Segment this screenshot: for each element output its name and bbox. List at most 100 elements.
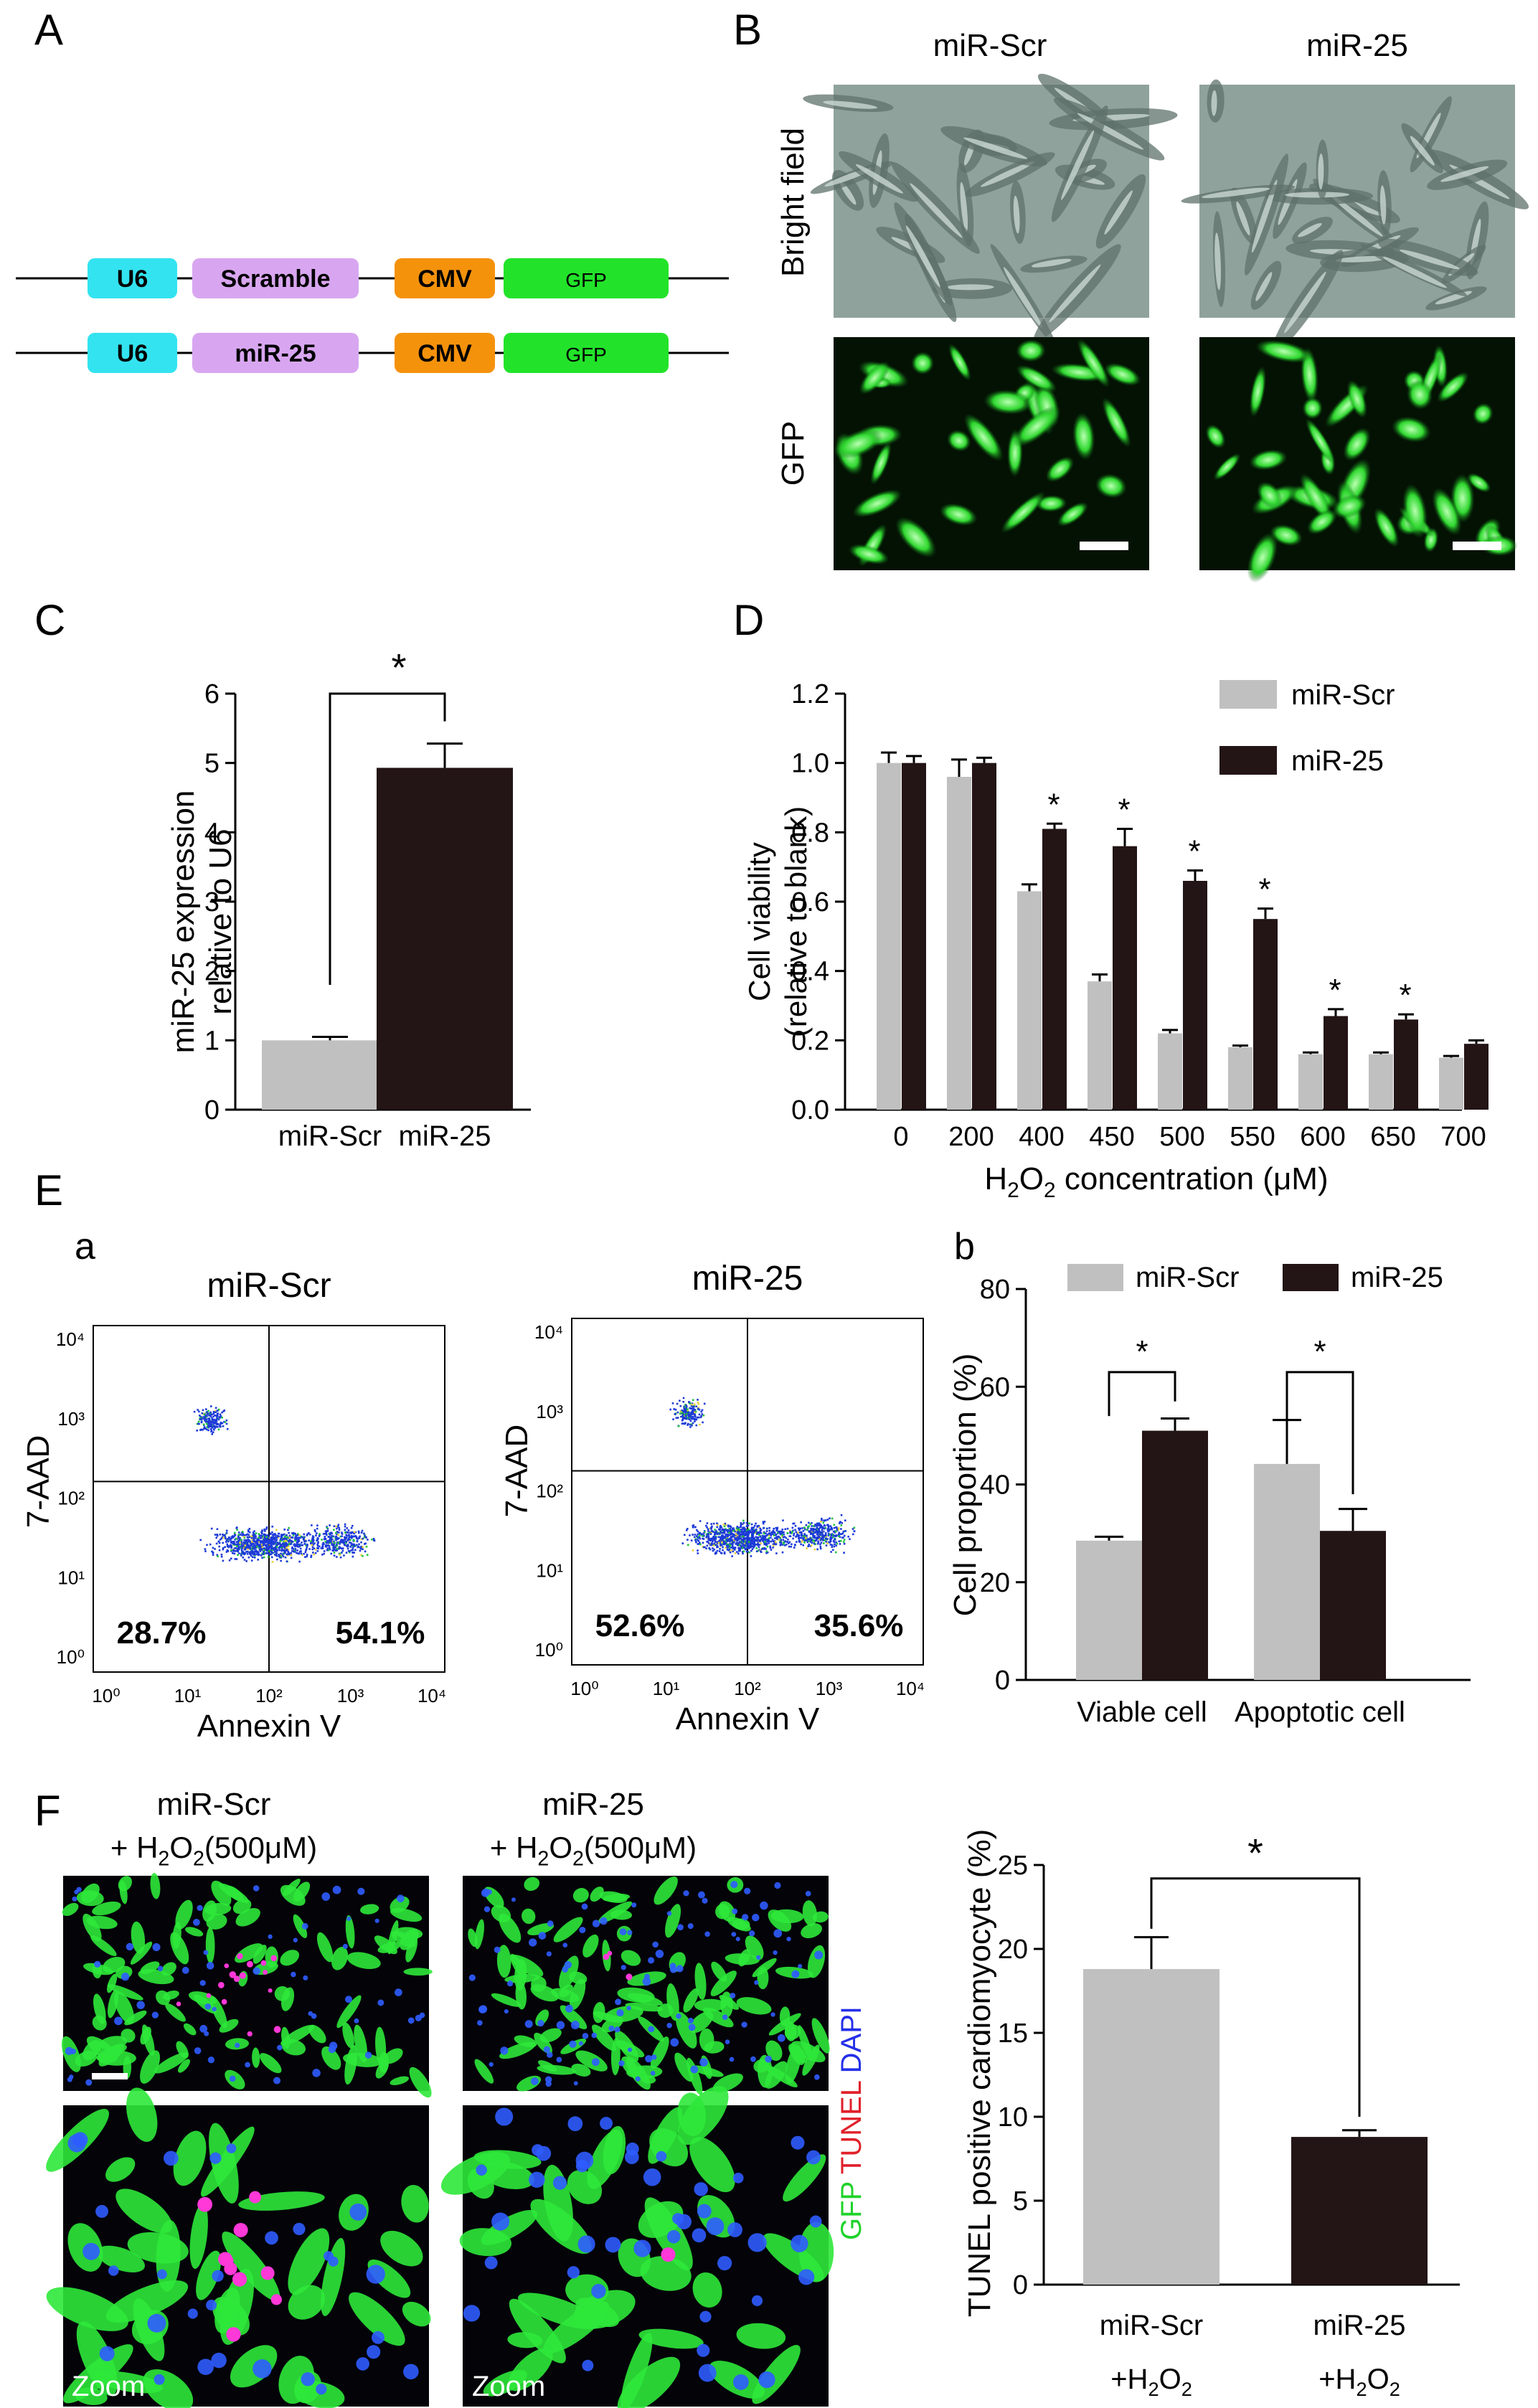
- chart-e-cell-proportion: 0 20 40 60 80 * Viable cell * Apoptotic cell Cell…: [948, 1262, 1471, 1728]
- cell-highlight: [1440, 166, 1489, 182]
- gfp-cell: [165, 2003, 186, 2022]
- dapi-nucleus: [99, 2346, 115, 2361]
- gfp-cell: [126, 2087, 158, 2142]
- gfp-cell: [694, 1998, 727, 2012]
- chart-d-significance-star: *: [1118, 793, 1130, 828]
- gfp-cell: [105, 2157, 136, 2182]
- dapi-nucleus: [770, 2012, 775, 2017]
- panel-f-column-title: miR-25: [542, 1787, 644, 1822]
- construct-segment-label: Scramble: [220, 265, 330, 293]
- flow-y-label: 7-AAD: [499, 1425, 534, 1518]
- gfp-cell: [1249, 366, 1267, 417]
- gfp-cell: [704, 2041, 725, 2054]
- gfp-cell: [1077, 339, 1110, 388]
- dapi-nucleus: [749, 1930, 755, 1937]
- gfp-cell: [63, 2344, 133, 2404]
- dapi-nucleus: [562, 1942, 568, 1948]
- chart-f-y-tick-label: 20: [998, 1935, 1028, 1965]
- gfp-cell: [1305, 417, 1336, 465]
- gfp-cell: [911, 351, 935, 375]
- gfp-cell: [409, 2067, 432, 2098]
- chart-e-y-tick-label: 0: [995, 1666, 1010, 1696]
- scale-bar: [1453, 542, 1501, 550]
- chart-d-bar-mir-25: [1394, 1019, 1418, 1110]
- chart-c-y-label: miR-25 expression: [166, 790, 201, 1054]
- gfp-cell: [316, 1932, 334, 1963]
- chart-e-x-tick-label: Apoptotic cell: [1235, 1696, 1405, 1728]
- chart-d-bar-mir-25: [1464, 1044, 1489, 1110]
- construct-segment-label: U6: [117, 265, 148, 293]
- dapi-nucleus: [666, 1911, 672, 1916]
- chart-d-y-tick-label: 0.0: [791, 1095, 829, 1125]
- gfp-cell: [140, 2050, 161, 2084]
- gfp-cell: [1270, 524, 1303, 547]
- gfp-cell: [677, 2092, 707, 2137]
- flow-y-tick-label: 10⁴: [56, 1328, 85, 1350]
- dapi-nucleus: [311, 2013, 317, 2019]
- dapi-nucleus: [303, 1975, 308, 1980]
- cell-highlight: [1410, 136, 1435, 166]
- dapi-nucleus: [592, 1920, 600, 1927]
- gfp-cell: [344, 2045, 358, 2085]
- dapi-nucleus: [507, 1980, 514, 1987]
- panel-f-label: F: [34, 1787, 61, 1835]
- chart-d-bar-mir-scr: [1017, 891, 1042, 1110]
- dapi-nucleus: [293, 2222, 306, 2236]
- dapi-nucleus: [483, 1906, 491, 1912]
- gfp-cell: [474, 1919, 484, 1950]
- chart-d-bar-mir-scr: [1298, 1054, 1323, 1110]
- dapi-nucleus: [722, 2014, 728, 2021]
- dapi-nucleus: [732, 2374, 749, 2390]
- dapi-nucleus: [543, 2046, 550, 2053]
- chart-d-bar-mir-25: [1253, 919, 1278, 1110]
- gfp-cell: [1467, 473, 1491, 493]
- dapi-nucleus: [204, 2003, 212, 2010]
- chart-e-legend-label: miR-Scr: [1136, 1262, 1239, 1293]
- gfp-cell: [833, 428, 883, 459]
- dapi-nucleus: [484, 2256, 498, 2270]
- dapi-nucleus: [229, 2075, 236, 2082]
- gfp-cell: [510, 1955, 544, 1977]
- gfp-cell: [674, 2052, 694, 2082]
- panel-b-col-mir-25: miR-25: [1306, 28, 1408, 63]
- panel-b-row-gfp: GFP: [775, 421, 811, 486]
- dapi-nucleus: [395, 1988, 402, 1997]
- chart-f-x-tick-sub: +H2O2: [1318, 2364, 1400, 2400]
- dapi-nucleus: [82, 2242, 100, 2260]
- gfp-cell: [627, 1993, 663, 2006]
- flow-left-percent: 52.6%: [595, 1608, 685, 1643]
- dapi-nucleus: [756, 1955, 761, 1960]
- dapi-nucleus: [676, 2013, 681, 2019]
- gfp-cell: [601, 2016, 623, 2033]
- gfp-cell: [173, 2130, 207, 2186]
- dapi-nucleus: [573, 2081, 578, 2086]
- dapi-nucleus: [591, 2284, 606, 2299]
- dapi-nucleus: [72, 1896, 77, 1902]
- dapi-nucleus: [731, 1932, 737, 1937]
- cell-highlight: [905, 225, 940, 288]
- chart-d-y-tick-label: 0.4: [791, 957, 829, 987]
- dapi-nucleus: [814, 2074, 820, 2080]
- chart-f-bar-mir-scr: [1083, 1969, 1219, 2285]
- gfp-cell: [402, 2301, 431, 2327]
- dapi-nucleus: [648, 1957, 655, 1964]
- dapi-nucleus: [291, 1971, 296, 1978]
- gfp-cell: [592, 2024, 617, 2051]
- dapi-nucleus: [463, 2305, 481, 2322]
- dapi-nucleus: [95, 2205, 108, 2218]
- gfp-cell: [983, 389, 1033, 415]
- gfp-cell: [235, 1907, 260, 1927]
- stain-legend: GFP TUNEL DAPI: [836, 2006, 867, 2240]
- flow-dots: [193, 1405, 376, 1563]
- gfp-cell: [779, 2006, 791, 2026]
- chart-e-y-tick-label: 60: [980, 1372, 1010, 1402]
- dapi-nucleus: [791, 2135, 805, 2150]
- dapi-nucleus: [621, 1965, 626, 1970]
- gfp-cell: [569, 1978, 586, 2010]
- dapi-nucleus: [730, 1993, 736, 1999]
- gfp-cell: [209, 1996, 227, 2029]
- dapi-nucleus: [699, 2310, 712, 2323]
- gfp-cell: [715, 1904, 730, 1920]
- panel-f-stain-legend: GFP TUNEL DAPI: [836, 2006, 867, 2240]
